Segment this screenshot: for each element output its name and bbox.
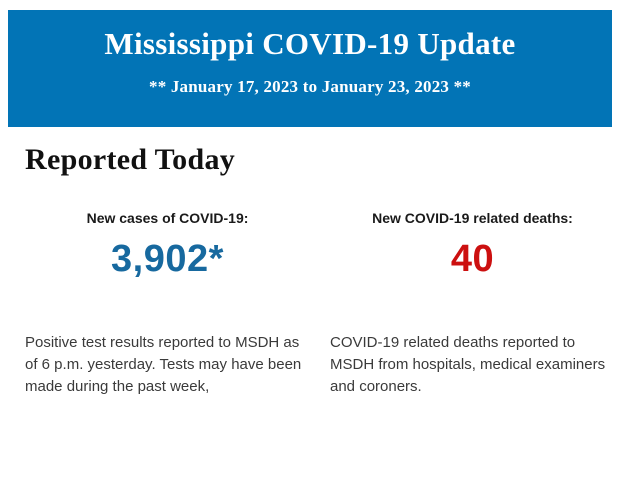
new-cases-value: 3,902* [111, 238, 224, 280]
section-heading: Reported Today [25, 143, 236, 176]
new-deaths-value: 40 [450, 238, 495, 280]
stats-row: New cases of COVID-19: 3,902* New COVID-… [25, 210, 595, 281]
covid-update-page: Mississippi COVID-19 Update ** January 1… [0, 10, 620, 483]
descriptions-row: Positive test results reported to MSDH a… [25, 332, 605, 398]
new-deaths-stat: New COVID-19 related deaths: 40 [330, 210, 615, 281]
page-title: Mississippi COVID-19 Update [104, 26, 516, 61]
new-deaths-description: COVID-19 related deaths reported to MSDH… [330, 334, 606, 395]
new-deaths-label: New COVID-19 related deaths: [372, 210, 573, 226]
new-cases-label: New cases of COVID-19: [86, 210, 249, 226]
new-cases-stat: New cases of COVID-19: 3,902* [25, 210, 310, 281]
date-range-subtitle: ** January 17, 2023 to January 23, 2023 … [149, 76, 471, 96]
header-banner: Mississippi COVID-19 Update ** January 1… [8, 10, 612, 127]
new-cases-description: Positive test results reported to MSDH a… [25, 334, 302, 395]
main-content: Reported Today New cases of COVID-19: 3,… [0, 127, 620, 398]
